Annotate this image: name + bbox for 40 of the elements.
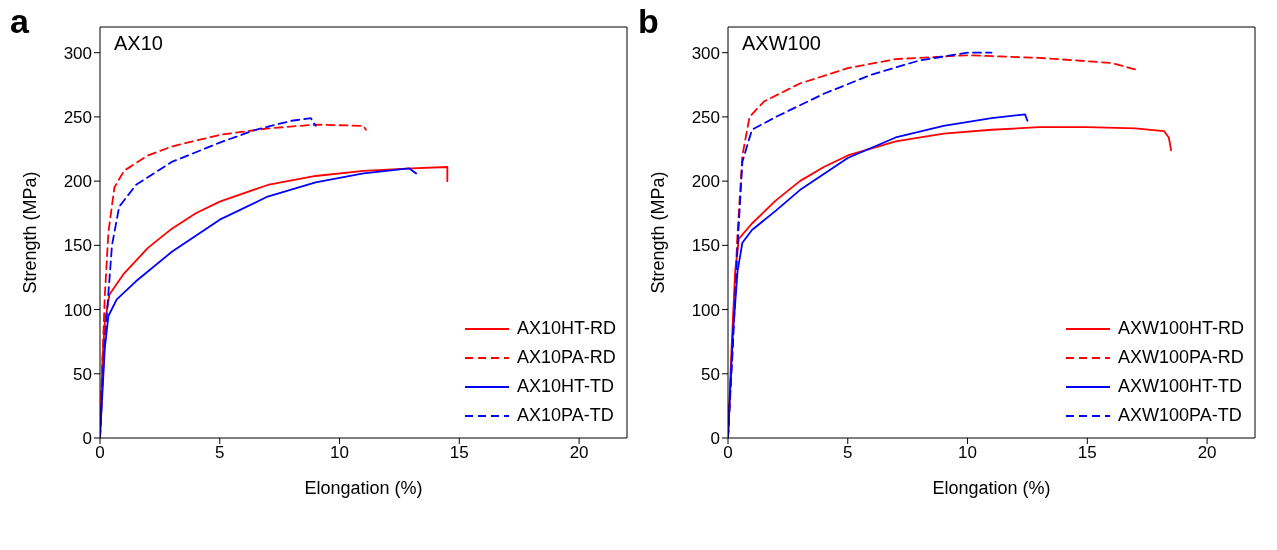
x-tick-label: 20 [569,443,589,463]
y-tick-label: 50 [73,364,92,384]
legend-label: AX10HT-RD [516,318,616,339]
legend-label: AX10PA-RD [516,347,616,368]
legend-label: AXW100PA-RD [1117,347,1244,368]
x-tick-label: 15 [449,443,469,463]
y-tick-label: 0 [710,429,720,449]
y-tick-label: 250 [63,107,92,127]
y-tick-label: 300 [691,43,720,63]
x-axis-title: Elongation (%) [932,478,1051,498]
y-tick-label: 50 [701,364,720,384]
x-tick-label: 10 [958,443,978,463]
y-tick-label: 100 [63,300,92,320]
x-tick-label: 5 [215,443,225,463]
y-tick-label: 100 [691,300,720,320]
text: a [10,2,29,41]
y-tick-label: 150 [691,236,720,256]
y-tick-label: 250 [691,107,720,127]
y-tick-label: 200 [63,172,92,192]
x-tick-label: 10 [330,443,350,463]
text: b [638,2,659,41]
y-axis-title: Strength (MPa) [20,171,41,294]
legend-label: AXW100HT-RD [1117,318,1244,339]
legend-label: AX10HT-TD [516,376,614,397]
y-tick-label: 200 [691,172,720,192]
x-tick-label: 20 [1197,443,1217,463]
legend-label: AX10PA-TD [516,405,614,426]
x-tick-label: 0 [95,443,105,463]
x-tick-label: 15 [1077,443,1097,463]
y-tick-label: 150 [63,236,92,256]
chart-title: AX10 [114,32,163,55]
legend-label: AXW100HT-TD [1117,376,1242,397]
y-axis-title: Strength (MPa) [648,171,669,294]
y-tick-label: 0 [82,429,92,449]
chart-title: AXW100 [742,32,821,55]
legend-label: AXW100PA-TD [1117,405,1242,426]
x-tick-label: 5 [843,443,853,463]
y-tick-label: 300 [63,43,92,63]
x-axis-title: Elongation (%) [304,478,423,498]
x-tick-label: 0 [723,443,733,463]
